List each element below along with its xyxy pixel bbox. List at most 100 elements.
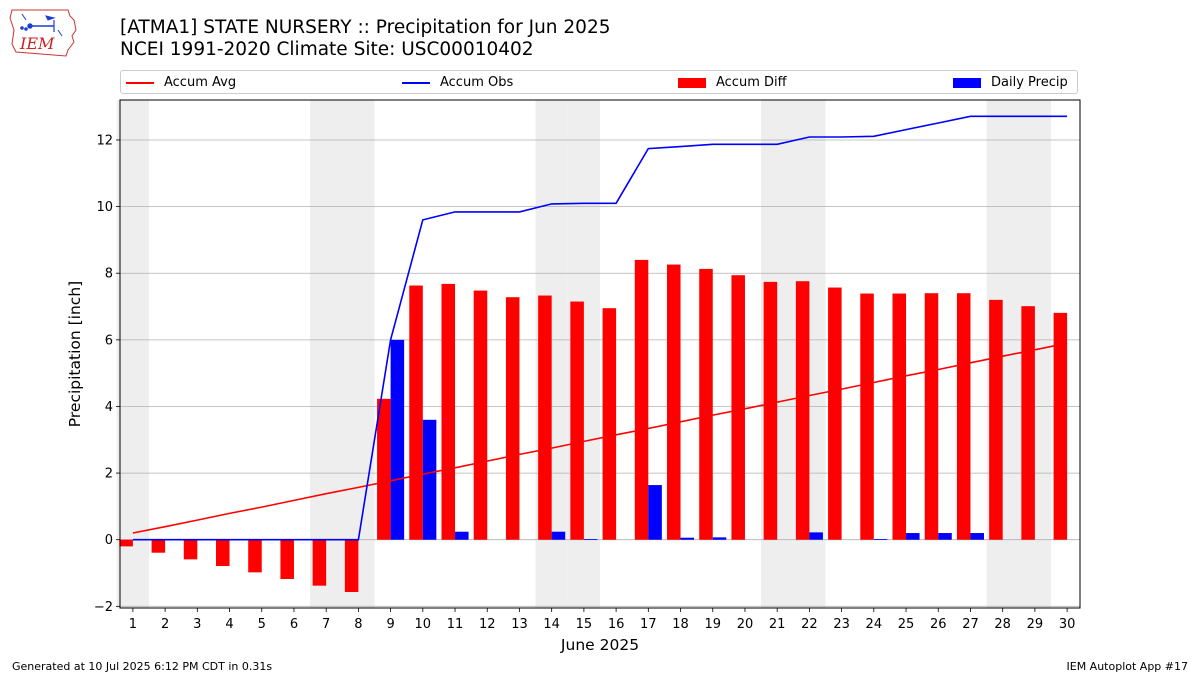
daily-precip-bar bbox=[680, 537, 695, 540]
x-tick-label: 8 bbox=[354, 617, 362, 632]
accum-diff-bar bbox=[538, 295, 552, 540]
chart-title: [ATMA1] STATE NURSERY :: Precipitation f… bbox=[120, 17, 611, 38]
x-tick-label: 13 bbox=[511, 617, 528, 632]
app-credit: IEM Autoplot App #17 bbox=[1066, 660, 1189, 673]
legend-label-accum-obs: Accum Obs bbox=[440, 75, 514, 90]
legend-swatch-daily-precip bbox=[953, 77, 981, 88]
x-tick-label: 1 bbox=[129, 617, 137, 632]
accum-diff-bar bbox=[473, 290, 488, 540]
x-tick-label: 25 bbox=[898, 617, 915, 632]
x-tick-label: 12 bbox=[479, 617, 496, 632]
x-tick-label: 6 bbox=[290, 617, 298, 632]
y-axis-label: Precipitation [inch] bbox=[66, 281, 84, 427]
accum-diff-bar bbox=[216, 539, 230, 567]
accum-diff-bar bbox=[119, 539, 133, 547]
x-tick-label: 28 bbox=[994, 617, 1011, 632]
daily-precip-bar bbox=[809, 532, 823, 540]
daily-precip-bar bbox=[422, 419, 437, 540]
x-tick-label: 30 bbox=[1059, 617, 1076, 632]
weekend-shade bbox=[116, 100, 149, 608]
chart-legend: Accum Avg Accum Obs Accum Diff Daily Pre… bbox=[120, 70, 1078, 94]
y-tick-label: 10 bbox=[96, 200, 113, 215]
legend-item-daily-precip: Daily Precip bbox=[953, 74, 1068, 91]
accum-avg-line bbox=[132, 342, 1068, 534]
x-tick-label: 16 bbox=[608, 617, 625, 632]
x-tick-label: 29 bbox=[1027, 617, 1044, 632]
daily-precip-bar bbox=[551, 531, 566, 540]
accum-diff-bar bbox=[828, 287, 842, 540]
y-tick-label: −2 bbox=[94, 600, 113, 615]
legend-item-accum-obs: Accum Obs bbox=[402, 74, 513, 91]
accum-diff-bar bbox=[409, 285, 423, 540]
x-tick-label: 20 bbox=[737, 617, 754, 632]
legend-swatch-accum-obs bbox=[402, 81, 430, 84]
daily-precip-bar bbox=[938, 533, 952, 540]
x-tick-label: 24 bbox=[866, 617, 883, 632]
x-tick-label: 21 bbox=[769, 617, 786, 632]
daily-precip-bar bbox=[970, 533, 984, 540]
x-tick-label: 26 bbox=[930, 617, 947, 632]
accum-diff-bar bbox=[441, 283, 456, 540]
accum-obs-line bbox=[132, 115, 1068, 541]
legend-item-accum-avg: Accum Avg bbox=[126, 74, 236, 91]
x-tick-label: 10 bbox=[415, 617, 432, 632]
daily-precip-bar bbox=[712, 537, 727, 540]
daily-precip-bar bbox=[873, 539, 888, 540]
x-tick-label: 9 bbox=[386, 617, 394, 632]
accum-diff-bar bbox=[344, 539, 359, 593]
generated-timestamp: Generated at 10 Jul 2025 6:12 PM CDT in … bbox=[12, 660, 273, 673]
accum-diff-bar bbox=[505, 297, 520, 540]
x-tick-label: 22 bbox=[801, 617, 818, 632]
x-tick-label: 15 bbox=[576, 617, 593, 632]
iowa-outline-icon bbox=[9, 9, 77, 57]
y-tick-label: 12 bbox=[96, 133, 113, 148]
legend-label-accum-avg: Accum Avg bbox=[164, 75, 237, 90]
chart-subtitle: NCEI 1991-2020 Climate Site: USC00010402 bbox=[120, 39, 534, 60]
accum-diff-bar bbox=[860, 293, 874, 540]
accum-diff-bar bbox=[151, 539, 166, 553]
accum-diff-bar bbox=[602, 308, 617, 540]
daily-precip-bar bbox=[648, 485, 662, 540]
x-tick-label: 17 bbox=[640, 617, 657, 632]
x-tick-label: 18 bbox=[672, 617, 689, 632]
accum-diff-bar bbox=[377, 398, 391, 540]
x-tick-label: 27 bbox=[962, 617, 979, 632]
x-axis-label: June 2025 bbox=[560, 636, 639, 654]
accum-diff-bar bbox=[1021, 306, 1035, 540]
x-tick-label: 23 bbox=[833, 617, 850, 632]
accum-diff-bar bbox=[956, 293, 971, 540]
accum-diff-bar bbox=[634, 259, 649, 540]
x-tick-label: 14 bbox=[543, 617, 560, 632]
x-tick-label: 7 bbox=[322, 617, 330, 632]
weekend-shade bbox=[342, 100, 375, 608]
y-tick-label: 2 bbox=[105, 467, 113, 482]
accum-diff-bar bbox=[699, 268, 713, 540]
x-tick-label: 11 bbox=[447, 617, 464, 632]
legend-swatch-accum-diff bbox=[678, 77, 706, 88]
legend-item-accum-diff: Accum Diff bbox=[678, 74, 787, 91]
logo-text: IEM bbox=[19, 34, 55, 53]
accum-diff-bar bbox=[280, 539, 294, 580]
daily-precip-bar bbox=[390, 339, 405, 540]
plot-frame bbox=[119, 99, 1081, 609]
accum-diff-bar bbox=[795, 281, 810, 540]
y-tick-label: 4 bbox=[105, 400, 113, 415]
daily-precip-bar bbox=[455, 531, 469, 540]
accum-diff-bar bbox=[989, 299, 1003, 540]
accum-diff-bar bbox=[667, 264, 681, 540]
accum-diff-bar bbox=[312, 539, 327, 586]
accum-diff-bar bbox=[1053, 312, 1068, 540]
legend-label-accum-diff: Accum Diff bbox=[716, 75, 787, 90]
x-tick-label: 3 bbox=[193, 617, 201, 632]
accum-diff-bar bbox=[570, 301, 584, 540]
accum-diff-bar bbox=[892, 293, 907, 540]
accum-diff-bar bbox=[248, 539, 262, 573]
y-tick-label: 0 bbox=[105, 533, 113, 548]
daily-precip-bar bbox=[906, 533, 920, 540]
accum-diff-bar bbox=[731, 275, 745, 540]
x-tick-label: 4 bbox=[225, 617, 233, 632]
weather-symbols-icon bbox=[20, 13, 63, 37]
x-tick-label: 2 bbox=[161, 617, 169, 632]
accum-diff-bar bbox=[183, 539, 198, 560]
